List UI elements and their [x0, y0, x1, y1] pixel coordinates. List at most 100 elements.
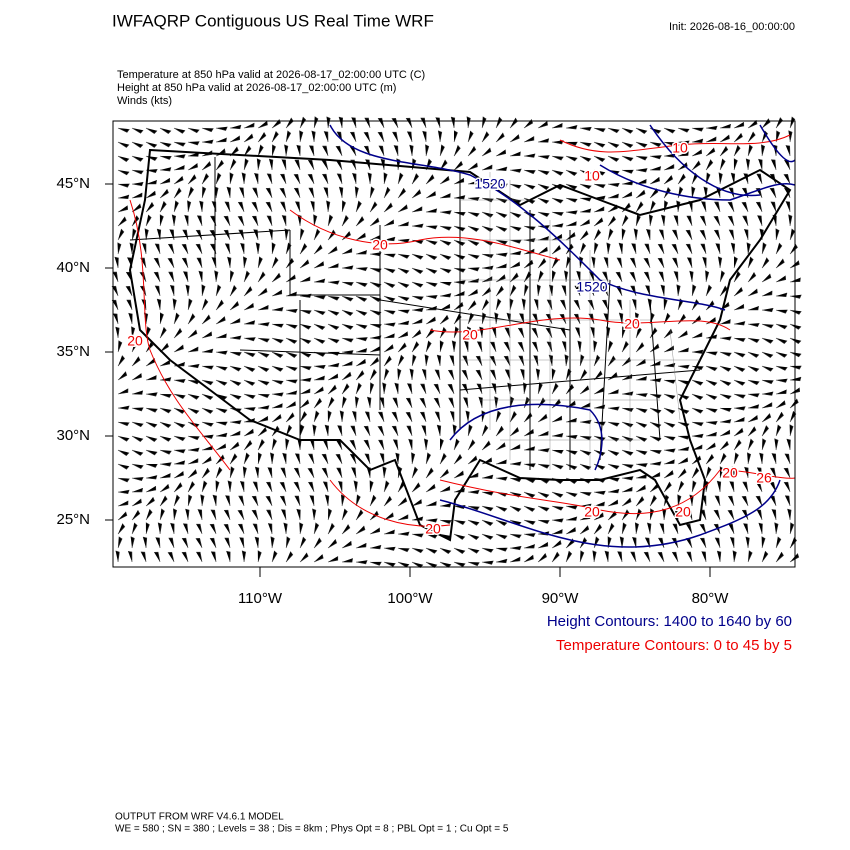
wind-barb — [435, 117, 441, 129]
wind-barb — [523, 271, 532, 283]
wind-barb — [422, 130, 427, 143]
wind-barb — [295, 201, 301, 213]
wind-barb — [397, 172, 404, 185]
wind-barb — [145, 190, 156, 199]
wind-barb — [635, 508, 642, 521]
wind-barb — [145, 375, 157, 381]
wind-barb — [281, 215, 287, 227]
wind-barb — [719, 429, 731, 437]
wind-barb — [271, 392, 284, 397]
wind-barb — [747, 131, 756, 143]
wind-barb — [168, 271, 175, 283]
wind-barb — [677, 494, 682, 507]
wind-barb — [775, 365, 788, 371]
wind-barb — [705, 393, 718, 400]
wind-barb — [411, 223, 424, 228]
wind-barb — [117, 194, 130, 200]
wind-barb — [313, 386, 324, 395]
wind-barb — [495, 410, 502, 423]
wind-barb — [534, 299, 539, 310]
wind-barb — [405, 397, 413, 409]
wind-barb — [327, 263, 339, 269]
wind-barb — [341, 200, 346, 213]
wind-barb — [363, 425, 371, 437]
wind-barb — [635, 358, 646, 367]
wind-barb — [280, 173, 287, 185]
wind-barb — [747, 272, 757, 283]
wind-barb — [691, 421, 704, 427]
wind-barb — [307, 173, 315, 185]
wind-barb — [649, 343, 660, 353]
wind-barb — [397, 267, 410, 274]
wind-barb — [257, 132, 267, 143]
wind-barb — [173, 471, 184, 479]
wind-barb — [159, 214, 164, 227]
wind-barb — [173, 344, 184, 353]
wind-barb — [677, 151, 689, 157]
wind-barb — [285, 351, 298, 358]
wind-barb — [172, 508, 178, 521]
wind-barb — [257, 305, 269, 311]
wind-barb — [159, 495, 168, 507]
wind-barb — [509, 477, 522, 483]
wind-barb — [397, 342, 407, 353]
wind-barb — [265, 201, 273, 213]
contour-label: 1520 — [576, 279, 607, 295]
wind-barb — [789, 116, 796, 129]
wind-barb — [145, 435, 158, 442]
wind-barb — [509, 168, 522, 173]
wind-barb — [254, 536, 260, 549]
wind-barb — [551, 123, 563, 129]
wind-barb — [229, 270, 235, 283]
wind-barb — [433, 397, 441, 409]
wind-barb — [635, 201, 644, 213]
wind-barb — [243, 158, 249, 171]
wind-barb — [352, 411, 357, 423]
wind-barb — [327, 362, 340, 368]
wind-barb — [565, 434, 578, 439]
wind-barb — [313, 410, 320, 423]
wind-barb — [117, 435, 130, 442]
wind-barb — [593, 217, 604, 227]
wind-barb — [509, 533, 522, 539]
wind-barb — [495, 476, 508, 481]
wind-barb — [411, 533, 424, 538]
wind-barb — [355, 542, 367, 549]
wind-barb — [187, 435, 200, 441]
wind-barb — [112, 271, 119, 283]
wind-barb — [691, 407, 704, 414]
wind-barb — [481, 519, 494, 526]
wind-barb — [299, 323, 312, 330]
wind-barb — [747, 415, 758, 423]
wind-barb — [117, 500, 129, 507]
wind-barb — [308, 187, 315, 199]
wind-barb — [714, 229, 721, 241]
wind-barb — [718, 172, 723, 185]
wind-barb — [173, 328, 183, 339]
wind-barb — [732, 550, 737, 563]
wind-barb — [243, 286, 253, 297]
wind-barb — [495, 225, 508, 232]
wind-barb — [789, 553, 800, 563]
wind-barb — [369, 494, 377, 507]
wind-barb — [789, 410, 797, 423]
wind-barb — [691, 393, 704, 400]
wind-barb — [159, 188, 169, 199]
wind-barb — [383, 546, 396, 551]
wind-barb — [313, 375, 325, 381]
wind-barb — [131, 181, 144, 187]
wind-barb — [461, 369, 469, 381]
contour-labels: 10 10 1520 20 1520 20 20 20 20 20 20 26 20 — [126, 138, 774, 538]
wind-barb — [420, 383, 427, 395]
wind-barb — [397, 309, 410, 314]
wind-barb — [705, 136, 717, 143]
wind-barb — [355, 250, 367, 255]
wind-barb — [421, 369, 427, 381]
wind-barb — [714, 495, 721, 507]
wind-barb — [537, 169, 550, 176]
wind-barb — [411, 267, 424, 274]
wind-barb — [201, 314, 211, 325]
wind-barb — [425, 484, 436, 493]
wind-barb — [159, 177, 171, 185]
